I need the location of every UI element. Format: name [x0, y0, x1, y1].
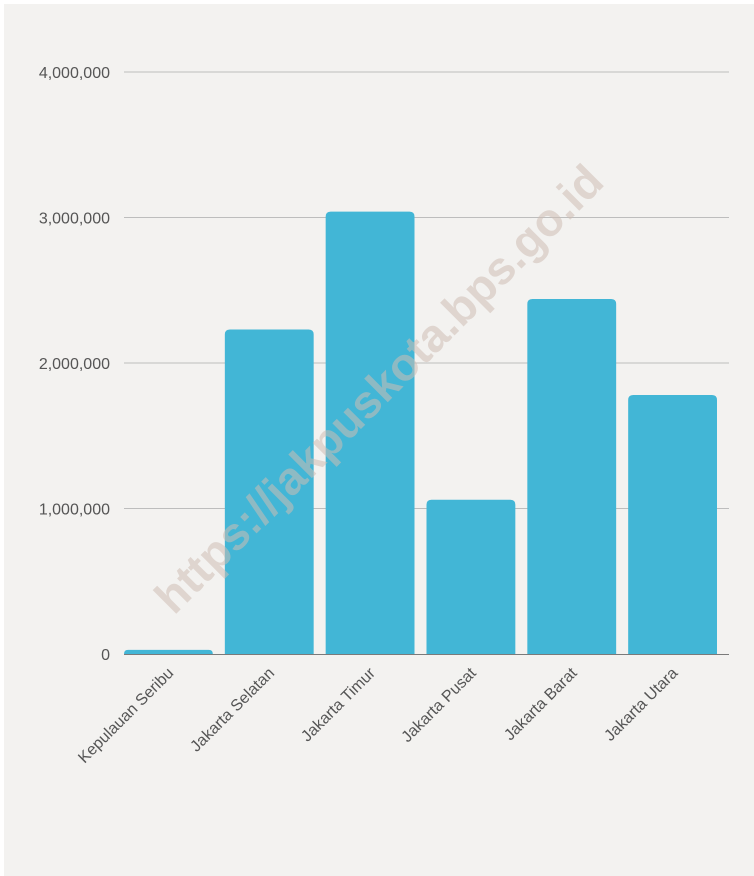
bar[interactable]	[224, 329, 314, 654]
x-tick-label: Jakarta Pusat	[399, 664, 481, 746]
y-tick-label: 1,000,000	[39, 502, 110, 519]
bar[interactable]	[426, 499, 516, 654]
y-tick-label: 2,000,000	[39, 356, 110, 373]
y-tick-label: 3,000,000	[39, 211, 110, 228]
x-tick-label: Jakarta Selatan	[187, 665, 278, 756]
y-axis-ticks: 0 1,000,000 2,000,000 3,000,000 4,000,000	[39, 65, 110, 664]
bar[interactable]	[124, 649, 213, 654]
x-tick-label: Jakarta Barat	[501, 664, 581, 744]
x-axis-labels: Kepulauan Seribu Jakarta Selatan Jakarta T…	[75, 664, 681, 766]
bars	[124, 211, 717, 654]
bar[interactable]	[628, 395, 717, 654]
x-tick-label: Jakarta Timur	[298, 664, 379, 745]
x-tick-label: Jakarta Utara	[601, 665, 681, 745]
x-tick-label: Kepulauan Seribu	[75, 665, 177, 767]
y-tick-label: 0	[101, 647, 110, 664]
y-tick-label: 4,000,000	[39, 65, 110, 82]
bar[interactable]	[527, 298, 617, 654]
bar[interactable]	[325, 211, 415, 654]
